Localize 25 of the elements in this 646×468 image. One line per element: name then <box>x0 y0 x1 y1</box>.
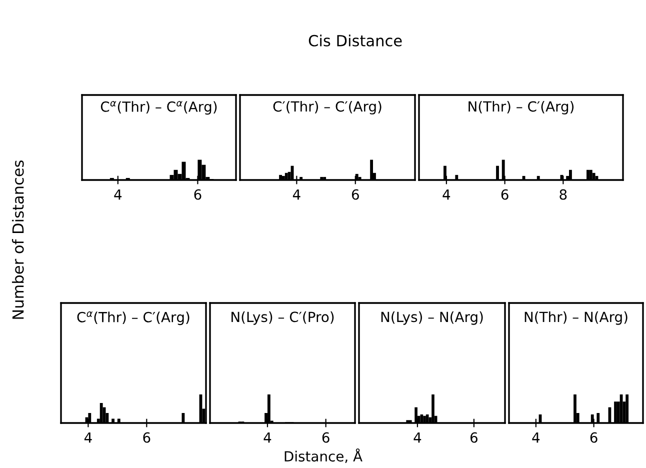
chart-title: N(Lys) – C′(Pro) <box>232 311 334 325</box>
x-axis-title: Distance, Å <box>284 448 362 463</box>
x-tick-label: 4 <box>442 189 450 200</box>
x-tick-label: 4 <box>114 189 122 200</box>
chart-title: N(Thr) – N(Arg) <box>524 311 628 325</box>
x-tick-label: 6 <box>194 189 202 200</box>
x-tick-label: 8 <box>560 189 567 200</box>
chart-title: C$^{α}$(Thr) – C′(Arg) <box>77 311 190 326</box>
chart-title: C$^{α}$(Thr) – C$^{α}$(Arg) <box>100 100 217 115</box>
chart-title: N(Lys) – N(Arg) <box>381 311 483 325</box>
chart-title: C′(Thr) – C′(Arg) <box>273 100 382 114</box>
x-tick-label: 6 <box>590 432 598 443</box>
x-tick-label: 6 <box>352 189 359 200</box>
x-tick-label: 4 <box>532 432 540 443</box>
x-tick-label: 4 <box>264 432 272 443</box>
x-tick-label: 4 <box>414 432 422 443</box>
x-tick-label: 6 <box>501 189 508 200</box>
y-axis-title: Number of Distances <box>12 160 24 319</box>
x-tick-label: 4 <box>84 432 92 443</box>
x-tick-label: 4 <box>292 189 300 200</box>
x-tick-label: 6 <box>143 432 150 443</box>
chart-title: N(Thr) – C′(Arg) <box>468 100 574 114</box>
text: Cis Distance <box>308 34 402 46</box>
x-tick-label: 6 <box>470 432 478 443</box>
x-tick-label: 6 <box>322 432 330 443</box>
